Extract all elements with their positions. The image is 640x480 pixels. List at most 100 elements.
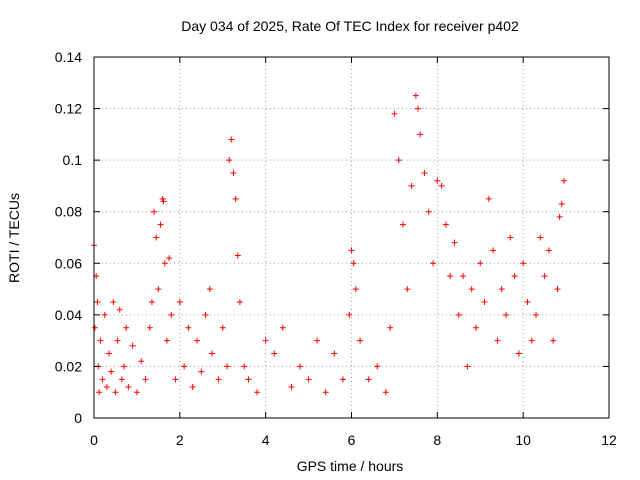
data-point [133, 389, 140, 396]
chart-title: Day 034 of 2025, Rate Of TEC Index for r… [181, 18, 519, 34]
x-tick-label: 6 [348, 432, 356, 448]
data-point [537, 234, 544, 241]
data-point [236, 298, 243, 305]
data-point [118, 376, 125, 383]
data-point [556, 213, 563, 220]
data-point [245, 376, 252, 383]
data-point [112, 389, 119, 396]
data-point [103, 384, 110, 391]
data-point [374, 363, 381, 370]
data-point [226, 157, 233, 164]
grid [94, 57, 609, 418]
data-point [451, 239, 458, 246]
data-point [108, 368, 115, 375]
data-point [228, 136, 235, 143]
data-point [339, 376, 346, 383]
x-tick-label: 12 [601, 432, 617, 448]
data-point [520, 260, 527, 267]
data-points [91, 92, 567, 396]
x-tick-label: 10 [515, 432, 531, 448]
data-point [533, 311, 540, 318]
data-point [189, 384, 196, 391]
data-point [387, 324, 394, 331]
data-point [430, 260, 437, 267]
y-tick-label: 0.12 [55, 101, 82, 117]
y-tick-labels: 0 0.02 0.04 0.06 0.08 0.1 0.12 0.14 [55, 49, 82, 426]
data-point [194, 337, 200, 344]
data-point [524, 298, 531, 305]
data-point [288, 384, 295, 391]
y-tick-label: 0.1 [63, 152, 83, 168]
data-point [159, 195, 166, 202]
data-point [541, 273, 548, 280]
data-point [438, 182, 445, 189]
data-point [96, 389, 103, 396]
data-point [97, 337, 104, 344]
data-point [550, 337, 557, 344]
data-point [138, 358, 145, 365]
x-tick-label: 2 [176, 432, 184, 448]
data-point [481, 298, 488, 305]
data-point [168, 311, 175, 318]
data-point [99, 376, 106, 383]
data-point [507, 234, 514, 241]
data-point [391, 110, 398, 117]
data-point [404, 286, 411, 293]
data-point [206, 286, 213, 293]
data-point [224, 363, 231, 370]
y-tick-label: 0.08 [55, 204, 82, 220]
data-point [490, 247, 497, 254]
data-point [442, 221, 449, 228]
data-point [472, 324, 479, 331]
data-point [357, 337, 364, 344]
data-point [157, 221, 164, 228]
data-point [400, 221, 406, 228]
data-point [241, 363, 248, 370]
data-point [116, 306, 123, 313]
x-tick-label: 0 [90, 432, 98, 448]
ticks [93, 56, 610, 419]
data-point [262, 337, 269, 344]
data-point [163, 337, 170, 344]
y-tick-label: 0.02 [55, 358, 82, 374]
data-point [494, 337, 501, 344]
data-point [121, 363, 128, 370]
data-point [161, 260, 168, 267]
data-point [209, 350, 216, 357]
data-point [215, 376, 222, 383]
data-point [106, 350, 113, 357]
data-point [219, 324, 226, 331]
data-point [560, 177, 567, 184]
data-point [511, 273, 518, 280]
data-point [395, 157, 402, 164]
data-point [232, 195, 239, 202]
data-point [94, 298, 101, 305]
data-point [123, 324, 130, 331]
y-tick-label: 0 [74, 410, 82, 426]
data-point [254, 389, 261, 396]
data-point [464, 363, 471, 370]
data-point [114, 337, 121, 344]
data-point [198, 368, 205, 375]
data-point [468, 286, 475, 293]
data-point [153, 234, 160, 241]
data-point [558, 200, 565, 207]
data-point [166, 255, 173, 262]
data-point [110, 298, 117, 305]
data-point [331, 350, 338, 357]
data-point [382, 389, 389, 396]
data-point [91, 324, 98, 331]
data-point [314, 337, 321, 344]
data-point [151, 208, 158, 215]
data-point [350, 260, 357, 267]
data-point [412, 92, 419, 99]
data-point [365, 376, 372, 383]
data-point [271, 350, 278, 357]
data-point [230, 170, 237, 177]
data-point [160, 198, 167, 205]
data-point [155, 286, 162, 293]
data-point [146, 324, 153, 331]
data-point [498, 286, 505, 293]
data-point [148, 298, 155, 305]
